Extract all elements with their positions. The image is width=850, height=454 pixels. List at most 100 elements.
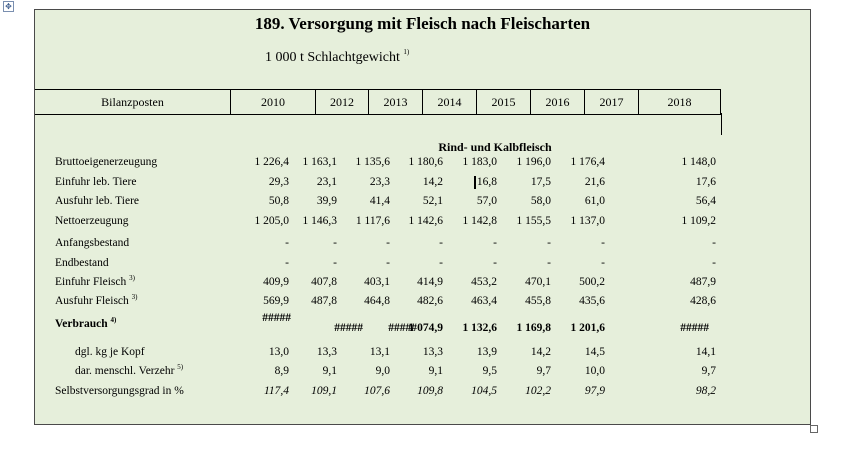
table-cell: 1 201,6 [571, 322, 606, 334]
cell-value: - [386, 237, 390, 249]
cell-value: 10,0 [584, 365, 605, 377]
cell-value: 117,4 [263, 385, 289, 397]
table-move-handle-icon[interactable]: ✥ [3, 1, 14, 12]
header-year: 2016 [531, 90, 585, 114]
table-cell: 17,5 [531, 176, 551, 188]
cell-value: - [601, 237, 605, 249]
table-row: dgl. kg je Kopf 13,0 13,3 13,1 13,3 13,9 14,2 1… [35, 346, 810, 364]
row-label-text: dgl. kg je Kopf [75, 346, 145, 358]
document-table-frame: 189. Versorgung mit Fleisch nach Fleisch… [34, 9, 811, 425]
table-row: Bruttoeigenerzeugung 1 226,4 1 163,1 1 135,… [35, 156, 810, 174]
cell-value: 1 148,0 [681, 156, 717, 168]
cell-value: 39,9 [316, 195, 337, 207]
table-cell: ##### [334, 322, 363, 334]
table-cell: - [712, 237, 716, 249]
cell-value: 1 176,4 [570, 156, 606, 168]
row-footnote: 4) [110, 316, 117, 324]
cell-value: ##### [388, 322, 417, 334]
row-label: Ausfuhr Fleisch 3) [55, 293, 138, 307]
cell-value: 470,1 [525, 276, 551, 288]
table-resize-handle-icon[interactable] [810, 425, 818, 433]
row-label-text: Bruttoeigenerzeugung [55, 156, 158, 168]
table-cell: 13,3 [317, 346, 337, 358]
table-cell: 61,0 [585, 195, 605, 207]
cell-value: 13,9 [476, 346, 497, 358]
table-cell: 1 226,4 [255, 156, 290, 168]
cell-value: 1 146,3 [302, 215, 338, 227]
cell-value: 109,1 [311, 385, 337, 397]
cell-value: 1 142,8 [462, 215, 498, 227]
header-year: 2012 [316, 90, 369, 114]
table-cell: 1 148,0 [682, 156, 717, 168]
table-row: Endbestand - - - - - - - - [35, 257, 810, 275]
cell-value: 1 074,9 [408, 322, 444, 334]
row-label: Verbrauch 4) [55, 316, 117, 330]
cell-value: 58,0 [530, 195, 551, 207]
cell-value: 97,9 [584, 385, 605, 397]
row-footnote: 3) [131, 293, 138, 301]
table-cell: 14,2 [423, 176, 443, 188]
cell-value: 1 196,0 [516, 156, 552, 168]
table-cell: 41,4 [370, 195, 390, 207]
table-cell: 569,9 [263, 295, 289, 307]
cell-value: - [712, 237, 716, 249]
cell-value: 487,9 [690, 276, 716, 288]
table-row: Verbrauch 4) ##### ##### ##### 1 074,9 1 132,… [35, 312, 810, 336]
table-cell: - [493, 237, 497, 249]
cell-value: 1 180,6 [408, 156, 444, 168]
table-row: Selbstversorgungsgrad in % 117,4 109,1 107,… [35, 385, 810, 403]
row-label-text: Anfangsbestand [55, 237, 130, 249]
row-label: Selbstversorgungsgrad in % [55, 385, 184, 397]
table-cell: - [439, 237, 443, 249]
unit-text: 1 000 t Schlachtgewicht [265, 50, 400, 65]
table-row: Ausfuhr Fleisch 3) 569,9 487,8 464,8 482,6 46… [35, 293, 810, 313]
cell-value: 500,2 [579, 276, 605, 288]
table-cell: - [712, 257, 716, 269]
cell-value: 403,1 [364, 276, 390, 288]
row-label-text: Einfuhr leb. Tiere [55, 176, 137, 188]
table-cell: 455,8 [525, 295, 551, 307]
cell-value: 414,9 [417, 276, 443, 288]
table-cell: 13,1 [370, 346, 390, 358]
table-cell: 17,6 [696, 176, 716, 188]
table-cell: 1 074,9 [409, 322, 444, 334]
cell-value: 407,8 [311, 276, 337, 288]
row-label: Einfuhr leb. Tiere [55, 176, 136, 188]
table-cell: - [333, 257, 337, 269]
table-cell: 107,6 [364, 385, 390, 397]
cell-value: 107,6 [364, 385, 390, 397]
cell-value: ##### [680, 322, 709, 334]
cell-value: 50,8 [268, 195, 289, 207]
cell-value: 9,7 [701, 365, 716, 377]
table-cell: 109,1 [311, 385, 337, 397]
cell-value: 8,9 [274, 365, 289, 377]
table-cell: 1 117,6 [356, 215, 390, 227]
cell-value: ##### [334, 322, 363, 334]
table-cell: 29,3 [269, 176, 289, 188]
table-cell: 470,1 [525, 276, 551, 288]
row-label-text: Ausfuhr leb. Tiere [55, 195, 140, 207]
table-title: 189. Versorgung mit Fleisch nach Fleisch… [254, 14, 591, 33]
header-year: 2018 [639, 90, 721, 114]
cell-value: 13,1 [369, 346, 390, 358]
cell-value: - [493, 237, 497, 249]
cell-value: - [333, 237, 337, 249]
table-cell: 14,2 [531, 346, 551, 358]
row-label: Einfuhr Fleisch 3) [55, 274, 135, 288]
cell-value: 9,0 [375, 365, 390, 377]
table-cell: 109,8 [417, 385, 443, 397]
table-cell: - [601, 237, 605, 249]
table-cell: 409,9 [263, 276, 289, 288]
cell-value: - [547, 257, 551, 269]
table-cell: 1 135,6 [356, 156, 391, 168]
table-cell: 487,9 [690, 276, 716, 288]
row-label-text: Endbestand [55, 257, 109, 269]
cell-value: 9,1 [322, 365, 337, 377]
cell-value: 13,0 [268, 346, 289, 358]
table-cell: 1 180,6 [409, 156, 444, 168]
cell-value: 463,4 [471, 295, 497, 307]
column-divider [721, 113, 722, 135]
table-cell: 1 142,8 [463, 215, 498, 227]
table-cell: 9,1 [429, 365, 443, 377]
cell-value: 1 142,6 [408, 215, 444, 227]
